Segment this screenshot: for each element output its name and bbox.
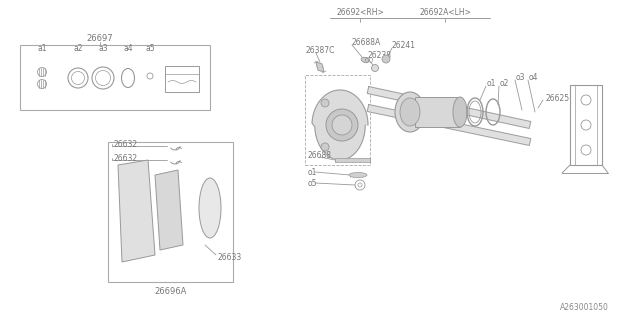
Text: 26696A: 26696A [154,287,187,297]
Polygon shape [367,105,531,145]
Ellipse shape [400,98,420,126]
Ellipse shape [361,57,369,63]
Circle shape [326,109,358,141]
Text: 26238: 26238 [367,51,391,60]
Polygon shape [312,90,368,160]
Text: a1: a1 [37,44,47,52]
Bar [305,75,370,165]
Text: 26692<RH>: 26692<RH> [336,7,384,17]
Text: o4: o4 [529,73,538,82]
Bar [20,45,210,110]
Text: o1: o1 [308,167,317,177]
Circle shape [321,99,329,107]
Bar [335,158,370,162]
Text: 26625: 26625 [545,93,569,102]
Text: a3: a3 [98,44,108,52]
Bar [570,85,602,165]
Text: o5: o5 [308,179,317,188]
Text: 26692A<LH>: 26692A<LH> [419,7,471,17]
Circle shape [321,143,329,151]
Polygon shape [155,170,183,250]
Polygon shape [367,87,531,128]
Text: 26241: 26241 [392,41,416,50]
Circle shape [332,115,352,135]
Text: 26387C: 26387C [305,45,334,54]
Text: A263001050: A263001050 [560,303,609,313]
Text: a4: a4 [123,44,133,52]
Text: 26633: 26633 [218,252,243,261]
Text: 26688: 26688 [308,150,332,159]
Text: o2: o2 [500,78,509,87]
Circle shape [371,65,378,71]
Text: o1: o1 [487,78,497,87]
Text: o3: o3 [516,73,525,82]
Bar [108,142,233,282]
Polygon shape [118,160,155,262]
Polygon shape [316,62,324,72]
Text: 26632: 26632 [113,154,137,163]
Bar [415,97,460,127]
Text: 26632: 26632 [113,140,137,148]
Text: 26697: 26697 [86,34,113,43]
Bar [165,66,199,92]
Text: a5: a5 [145,44,155,52]
Ellipse shape [395,92,425,132]
Ellipse shape [199,178,221,238]
Circle shape [382,55,390,63]
Text: a2: a2 [73,44,83,52]
Text: 26688A: 26688A [352,37,381,46]
Ellipse shape [453,97,467,127]
Ellipse shape [349,172,367,178]
